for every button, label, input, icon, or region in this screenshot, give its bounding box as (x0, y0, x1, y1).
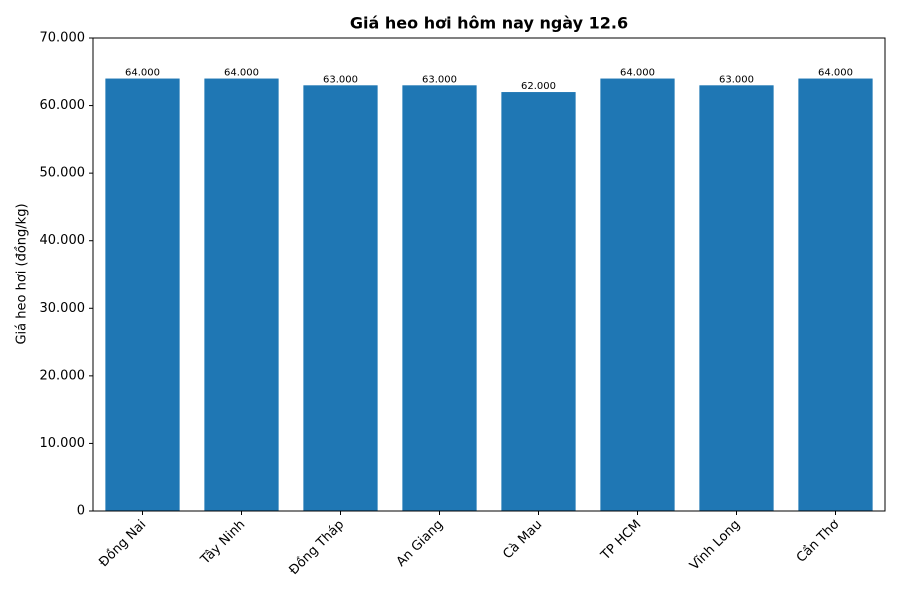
y-tick-label: 10.000 (40, 436, 86, 451)
x-tick-label: TP HCM (598, 517, 645, 564)
bar (105, 78, 180, 512)
chart-title: Giá heo hơi hôm nay ngày 12.6 (350, 14, 628, 33)
value-label: 64.000 (818, 68, 853, 79)
bar (303, 85, 378, 512)
x-tick-label: Vĩnh Long (687, 517, 743, 573)
bar (798, 78, 873, 512)
y-tick-label: 30.000 (40, 301, 86, 316)
y-tick-label: 60.000 (40, 98, 86, 113)
plot-frame (92, 37, 886, 512)
y-axis-label: Giá heo hơi (đồng/kg) (15, 203, 30, 344)
x-tick-label: Cà Mau (500, 517, 545, 562)
x-tick-label: Đồng Nai (96, 517, 149, 570)
bar (699, 85, 774, 512)
value-label: 63.000 (422, 74, 457, 85)
y-tick-label: 70.000 (40, 31, 86, 46)
bar (501, 92, 576, 512)
value-label: 63.000 (719, 74, 754, 85)
y-tick-label: 20.000 (40, 368, 86, 383)
bar (402, 85, 477, 512)
bar (600, 78, 675, 512)
value-label: 62.000 (521, 81, 556, 92)
y-tick-label: 0 (77, 504, 85, 519)
x-tick-label: An Giang (394, 517, 447, 570)
value-label: 64.000 (125, 68, 160, 79)
value-label: 63.000 (323, 74, 358, 85)
value-label: 64.000 (224, 68, 259, 79)
y-tick-label: 40.000 (40, 233, 86, 248)
x-tick-label: Đồng Tháp (286, 517, 347, 578)
y-tick-label: 50.000 (40, 166, 86, 181)
bar (204, 78, 279, 512)
x-tick-label: Tây Ninh (197, 517, 248, 568)
x-tick-label: Cần Thơ (794, 517, 843, 566)
value-label: 64.000 (620, 68, 655, 79)
